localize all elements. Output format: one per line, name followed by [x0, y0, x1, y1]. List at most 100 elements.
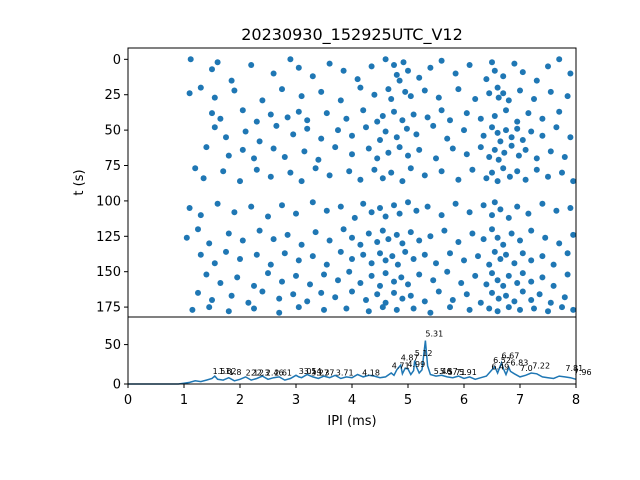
scatter-point: [276, 295, 283, 302]
scatter-point: [505, 272, 512, 279]
scatter-point: [402, 88, 409, 95]
scatter-point: [295, 108, 302, 115]
scatter-point: [503, 127, 509, 134]
scatter-point: [413, 131, 420, 138]
scatter-point: [556, 56, 563, 63]
scatter-point: [511, 298, 518, 305]
scatter-point: [391, 62, 397, 68]
scatter-point: [533, 166, 540, 173]
scatter-point: [396, 144, 403, 151]
scatter-point: [332, 294, 339, 301]
scatter-point: [211, 124, 218, 131]
scatter-point: [528, 297, 535, 303]
peak-annotation: 1.51: [213, 367, 231, 376]
scatter-point: [519, 69, 526, 76]
scatter-point: [312, 229, 319, 236]
scatter-point: [259, 288, 266, 295]
peak-annotation: 3.37: [317, 369, 335, 378]
peak-annotation: 1.8: [229, 368, 242, 377]
scatter-point: [393, 231, 400, 238]
scatter-point: [343, 305, 350, 312]
scatter-point: [452, 200, 459, 207]
scatter-plot-area: [183, 56, 577, 316]
scatter-point: [284, 114, 291, 121]
scatter-point: [234, 274, 241, 281]
scatter-point: [281, 250, 288, 257]
scatter-point: [200, 175, 207, 182]
scatter-point: [349, 132, 355, 139]
scatter-axes: 0 25 50 75 100 125 150 175: [96, 53, 128, 316]
scatter-point: [206, 304, 213, 311]
scatter-point: [337, 97, 344, 104]
scatter-point: [393, 134, 400, 141]
scatter-y-tick-label: 75: [104, 159, 121, 174]
scatter-point: [273, 122, 280, 129]
peak-annotation: 2.61: [274, 369, 292, 378]
scatter-point: [528, 257, 535, 264]
scatter-point: [517, 306, 523, 313]
scatter-point: [231, 209, 238, 216]
scatter-point: [385, 86, 392, 93]
scatter-point: [225, 308, 232, 315]
peak-annotation: 2.46: [266, 369, 284, 378]
scatter-point: [203, 271, 210, 278]
scatter-point: [332, 144, 339, 151]
scatter-point: [539, 274, 546, 281]
scatter-point: [309, 199, 316, 206]
scatter-point: [447, 250, 453, 257]
scatter-point: [503, 107, 509, 114]
scatter-point: [424, 114, 431, 121]
scatter-point: [357, 176, 364, 183]
scatter-point: [209, 66, 215, 73]
peak-annotation: 1.62: [219, 367, 237, 376]
scatter-point: [539, 132, 546, 139]
scatter-point: [421, 251, 428, 258]
scatter-point: [494, 308, 501, 315]
scatter-point: [248, 203, 255, 210]
scatter-point: [195, 226, 201, 233]
scatter-point: [360, 251, 367, 258]
scatter-point: [195, 289, 201, 296]
scatter-point: [335, 277, 341, 284]
peak-annotation: 4.18: [362, 369, 380, 378]
scatter-point: [391, 278, 397, 285]
scatter-point: [542, 234, 549, 241]
scatter-point: [528, 128, 535, 135]
scatter-point: [189, 306, 196, 313]
scatter-point: [209, 297, 215, 303]
histogram-x-tick-label: 8: [572, 393, 580, 408]
scatter-point: [267, 111, 274, 118]
scatter-point: [463, 151, 470, 158]
scatter-point: [480, 202, 487, 209]
scatter-point: [357, 84, 364, 91]
peak-annotation: 7.96: [574, 368, 592, 377]
scatter-point: [410, 111, 417, 118]
scatter-point: [556, 240, 563, 247]
scatter-point: [515, 152, 522, 159]
scatter-point: [416, 271, 423, 278]
scatter-point: [505, 304, 512, 311]
scatter-point: [494, 84, 501, 91]
scatter-point: [183, 234, 190, 241]
scatter-point: [405, 152, 411, 159]
scatter-point: [374, 239, 381, 245]
scatter-point: [365, 308, 372, 315]
scatter-point: [363, 124, 369, 131]
scatter-point: [379, 227, 386, 234]
scatter-point: [567, 205, 574, 211]
scatter-point: [256, 138, 263, 145]
histogram-x-tick-label: 7: [516, 393, 524, 408]
scatter-point: [480, 236, 487, 243]
scatter-point: [293, 210, 299, 217]
scatter-point: [214, 59, 221, 66]
scatter-point: [455, 176, 462, 183]
scatter-point: [346, 268, 353, 275]
scatter-point: [472, 272, 479, 279]
scatter-point: [374, 291, 381, 298]
scatter-point: [480, 132, 487, 139]
scatter-point: [438, 107, 445, 114]
scatter-point: [396, 210, 403, 217]
scatter-point: [500, 73, 507, 80]
scatter-point: [491, 113, 498, 119]
scatter-point: [399, 295, 406, 302]
